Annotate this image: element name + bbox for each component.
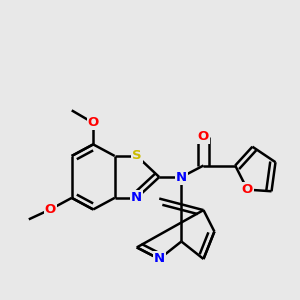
Text: O: O <box>198 130 209 143</box>
Text: O: O <box>88 116 99 129</box>
Text: O: O <box>45 203 56 216</box>
Text: O: O <box>242 183 253 196</box>
Text: N: N <box>131 191 142 204</box>
Text: N: N <box>176 171 187 184</box>
Text: S: S <box>132 149 142 162</box>
Text: N: N <box>154 253 165 266</box>
